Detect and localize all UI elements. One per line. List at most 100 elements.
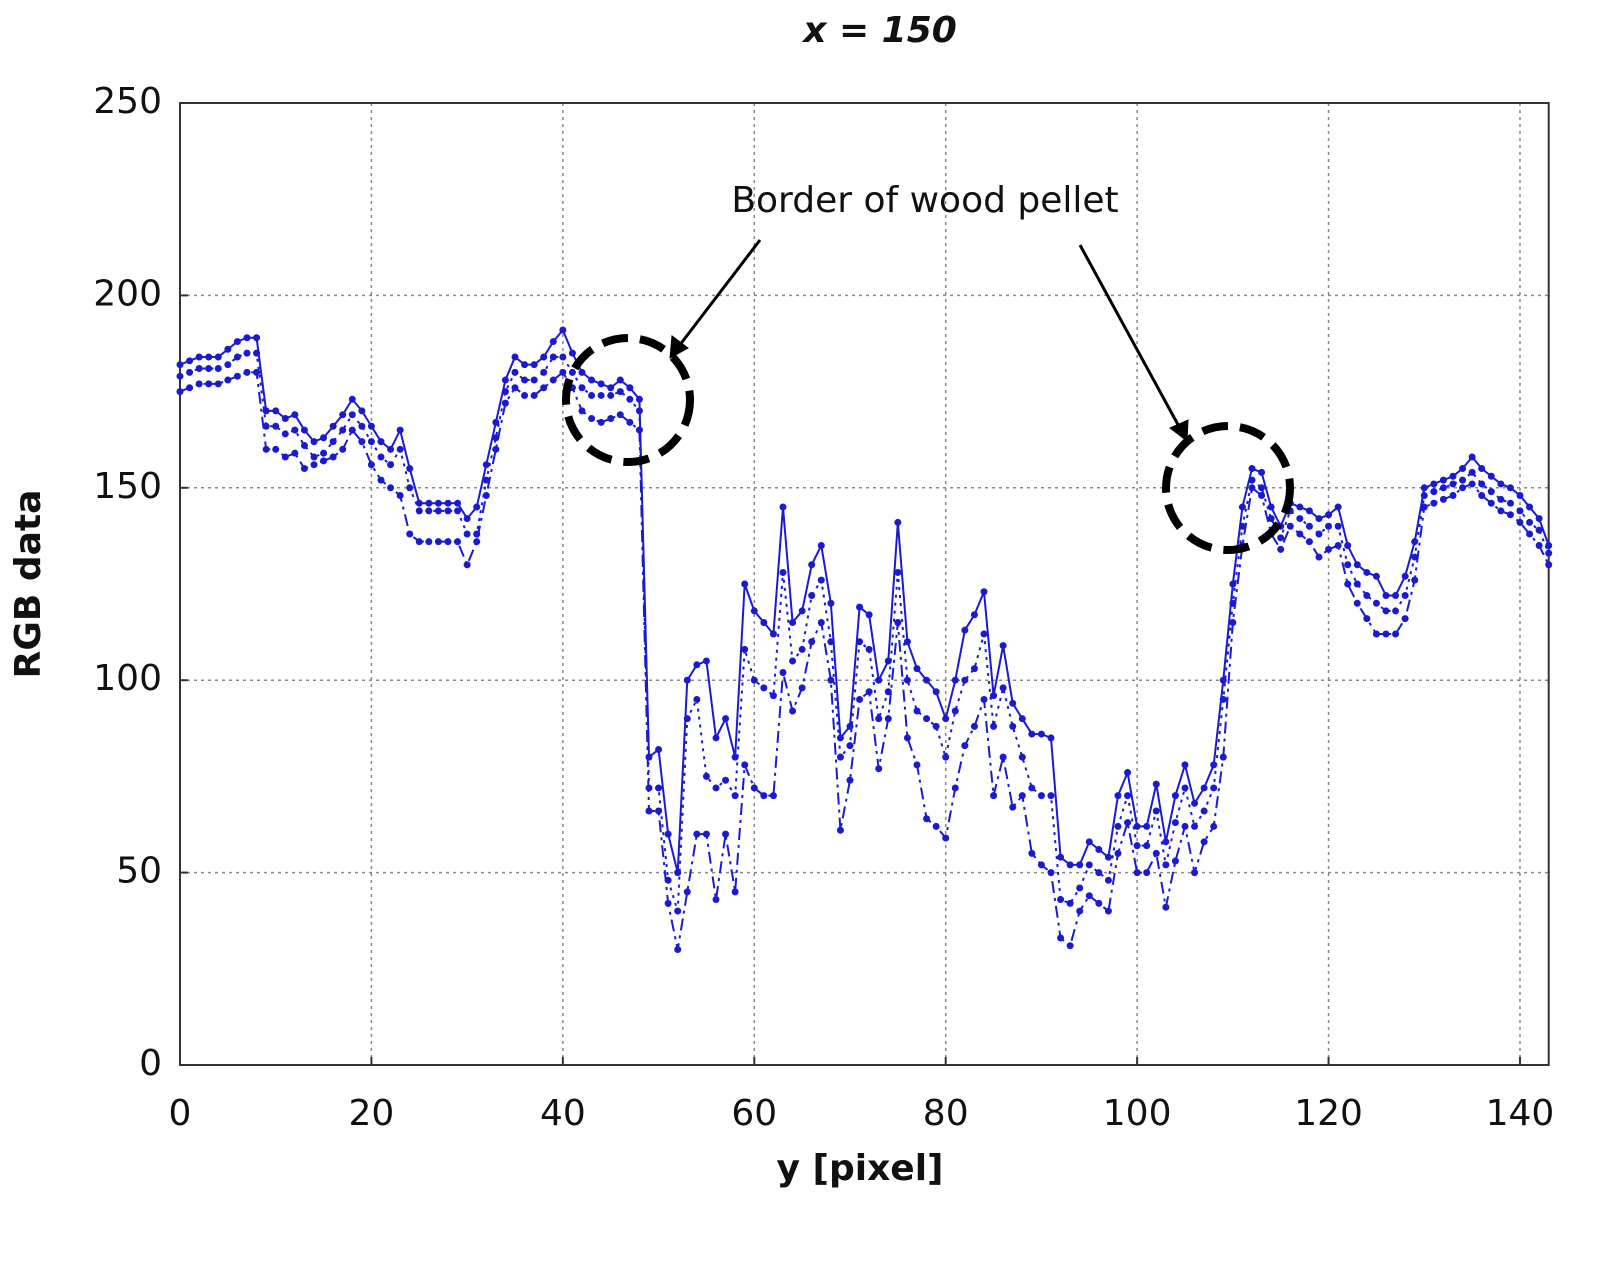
data-point — [1439, 484, 1447, 492]
data-point — [990, 792, 998, 800]
data-point — [1382, 607, 1390, 615]
data-point — [769, 630, 777, 638]
data-point — [377, 438, 385, 446]
data-point — [1344, 561, 1352, 569]
data-point — [243, 368, 251, 376]
data-point — [1191, 822, 1199, 830]
y-tick-label: 50 — [116, 851, 162, 892]
data-point — [540, 353, 548, 361]
data-point — [521, 361, 529, 369]
data-point — [1420, 503, 1428, 511]
data-point — [712, 734, 720, 742]
data-point — [233, 353, 241, 361]
data-point — [741, 580, 749, 588]
data-point — [195, 365, 203, 373]
data-point — [559, 353, 567, 361]
data-point — [300, 441, 308, 449]
data-point — [1219, 695, 1227, 703]
data-point — [722, 715, 730, 723]
data-point — [741, 761, 749, 769]
data-point — [540, 368, 548, 376]
data-point — [597, 380, 605, 388]
data-point — [1009, 722, 1017, 730]
data-point — [865, 611, 873, 619]
data-point — [549, 376, 557, 384]
data-point — [1114, 822, 1122, 830]
data-point — [425, 507, 433, 515]
data-point — [377, 453, 385, 461]
data-point — [1037, 792, 1045, 800]
data-point — [674, 907, 682, 915]
data-point — [1162, 838, 1170, 846]
data-point — [693, 830, 701, 838]
data-point — [1028, 730, 1036, 738]
data-point — [1439, 495, 1447, 503]
data-point — [951, 676, 959, 684]
data-point — [1248, 476, 1256, 484]
data-point — [1449, 472, 1457, 480]
data-point — [731, 792, 739, 800]
data-point — [655, 745, 663, 753]
data-point — [1497, 495, 1505, 503]
data-point — [607, 415, 615, 423]
data-point — [272, 422, 280, 430]
data-point — [1459, 484, 1467, 492]
data-point — [253, 349, 261, 357]
data-point — [1181, 822, 1189, 830]
data-point — [367, 422, 375, 430]
data-point — [846, 722, 854, 730]
data-point — [1449, 480, 1457, 488]
data-point — [425, 499, 433, 507]
data-point — [875, 765, 883, 773]
data-point — [1037, 861, 1045, 869]
data-point — [789, 618, 797, 626]
data-point — [329, 422, 337, 430]
data-point — [463, 530, 471, 538]
data-point — [1325, 545, 1333, 553]
data-point — [1018, 715, 1026, 723]
y-tick-label: 200 — [93, 273, 162, 314]
data-point — [779, 568, 787, 576]
data-point — [1028, 849, 1036, 857]
data-point — [444, 507, 452, 515]
data-point — [942, 753, 950, 761]
data-point — [1057, 896, 1065, 904]
data-point — [1325, 522, 1333, 530]
data-point — [310, 453, 318, 461]
y-tick-label: 0 — [139, 1043, 162, 1084]
data-point — [205, 365, 213, 373]
data-point — [942, 715, 950, 723]
data-point — [1152, 807, 1160, 815]
x-tick-label: 40 — [540, 1093, 586, 1134]
data-point — [568, 349, 576, 357]
data-point — [1497, 480, 1505, 488]
data-point — [769, 792, 777, 800]
data-point — [1401, 615, 1409, 623]
data-point — [961, 676, 969, 684]
data-point — [1286, 522, 1294, 530]
data-point — [999, 642, 1007, 650]
data-point — [243, 334, 251, 342]
data-point — [779, 503, 787, 511]
data-point — [817, 542, 825, 550]
data-point — [281, 430, 289, 438]
data-point — [1171, 857, 1179, 865]
data-point — [396, 426, 404, 434]
data-point — [1459, 476, 1467, 484]
data-point — [913, 665, 921, 673]
data-point — [1018, 753, 1026, 761]
data-point — [1487, 499, 1495, 507]
data-point — [1248, 465, 1256, 473]
data-point — [1296, 515, 1304, 523]
data-point — [1104, 876, 1112, 884]
data-point — [329, 438, 337, 446]
data-point — [339, 426, 347, 434]
data-point — [1066, 942, 1074, 950]
data-point — [415, 538, 423, 546]
data-point — [1334, 522, 1342, 530]
data-point — [1210, 784, 1218, 792]
data-point — [1152, 780, 1160, 788]
data-point — [253, 368, 261, 376]
data-point — [1478, 491, 1486, 499]
data-point — [702, 657, 710, 665]
